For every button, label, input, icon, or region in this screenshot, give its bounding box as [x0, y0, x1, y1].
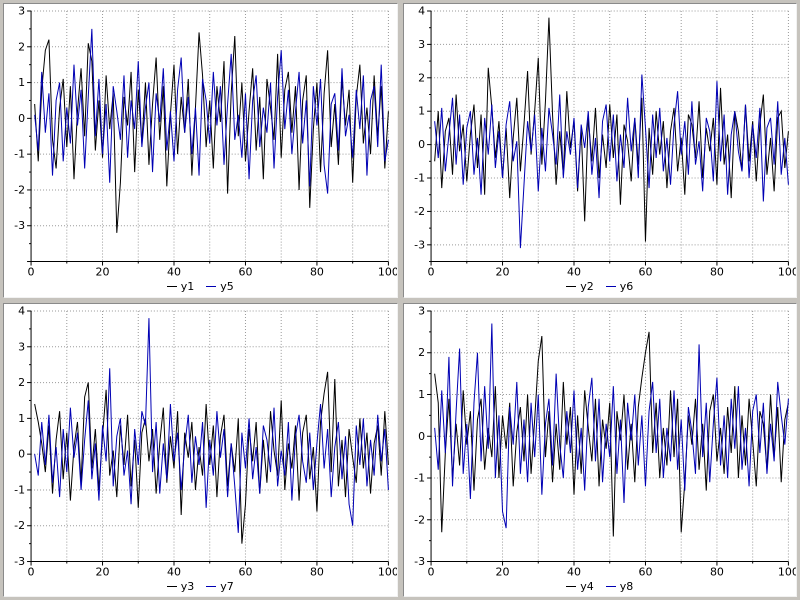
- svg-text:3: 3: [418, 38, 425, 51]
- svg-text:100: 100: [378, 266, 397, 279]
- chart-panel-top-right: 0 20 40 60 80 100 4 3 2 1 0 -1 -2 -3 y2 y6: [402, 3, 797, 298]
- svg-text:2: 2: [418, 346, 425, 359]
- svg-text:80: 80: [709, 266, 723, 279]
- line-chart-y2-y6: 0 20 40 60 80 100 4 3 2 1 0 -1 -2 -3: [414, 4, 796, 279]
- legend-entry: y3: [166, 579, 195, 593]
- svg-text:80: 80: [709, 565, 723, 578]
- legend-line-icon: [206, 585, 217, 587]
- svg-text:20: 20: [96, 565, 110, 578]
- svg-text:-2: -2: [14, 183, 25, 196]
- svg-text:2: 2: [18, 40, 25, 53]
- svg-text:3: 3: [418, 304, 425, 317]
- svg-text:0: 0: [28, 266, 35, 279]
- svg-text:60: 60: [638, 266, 652, 279]
- svg-text:60: 60: [638, 565, 652, 578]
- svg-text:100: 100: [777, 266, 796, 279]
- legend-line-icon: [166, 286, 177, 287]
- svg-text:0: 0: [427, 266, 434, 279]
- plot-area: 0 20 40 60 80 100 3 2 1 0 -1 -2 -3: [4, 4, 397, 279]
- chart-legend: y2 y6: [404, 279, 797, 297]
- svg-text:1: 1: [418, 105, 425, 118]
- svg-text:3: 3: [18, 4, 25, 17]
- svg-text:60: 60: [238, 266, 252, 279]
- legend-label: y5: [220, 280, 234, 293]
- svg-text:-1: -1: [414, 172, 425, 185]
- svg-text:100: 100: [378, 565, 397, 578]
- svg-text:-3: -3: [414, 555, 425, 568]
- svg-text:0: 0: [18, 112, 25, 125]
- legend-line-icon: [206, 286, 217, 287]
- svg-text:2: 2: [18, 376, 25, 389]
- svg-text:0: 0: [18, 447, 25, 460]
- svg-text:0: 0: [28, 565, 35, 578]
- svg-text:20: 20: [96, 266, 110, 279]
- svg-text:4: 4: [418, 4, 425, 17]
- legend-entry: y6: [605, 280, 634, 293]
- svg-text:40: 40: [567, 565, 581, 578]
- plot-area: 0 20 40 60 80 100 4 3 2 1 0 -1 -2 -3: [404, 4, 796, 279]
- svg-text:3: 3: [18, 340, 25, 353]
- legend-line-icon: [166, 585, 177, 587]
- legend-label: y8: [619, 579, 634, 593]
- svg-text:0: 0: [418, 429, 425, 442]
- svg-text:-2: -2: [414, 513, 425, 526]
- legend-label: y2: [580, 280, 594, 293]
- legend-entry: y4: [566, 580, 594, 593]
- legend-entry: y8: [605, 579, 634, 593]
- svg-text:20: 20: [495, 266, 509, 279]
- svg-text:80: 80: [310, 565, 324, 578]
- svg-text:1: 1: [18, 411, 25, 424]
- legend-line-icon: [605, 585, 616, 587]
- svg-text:-1: -1: [14, 483, 25, 496]
- svg-text:-1: -1: [414, 471, 425, 484]
- svg-text:-3: -3: [414, 238, 425, 251]
- chart-legend: y4 y8: [404, 578, 797, 596]
- svg-text:1: 1: [418, 387, 425, 400]
- legend-line-icon: [605, 286, 616, 287]
- chart-panel-bottom-right: 0 20 40 60 80 100 3 2 1 0 -1 -2 -3 y4 y8: [402, 302, 797, 597]
- plot-area: 0 20 40 60 80 100 4 3 2 1 0 -1 -2 -3: [4, 304, 397, 578]
- legend-entry: y7: [206, 580, 234, 593]
- svg-text:-2: -2: [14, 519, 25, 532]
- plot-area: 0 20 40 60 80 100 3 2 1 0 -1 -2 -3: [404, 304, 796, 578]
- legend-label: y7: [220, 579, 234, 593]
- svg-text:4: 4: [18, 304, 25, 317]
- svg-text:0: 0: [427, 565, 434, 578]
- legend-line-icon: [566, 585, 577, 587]
- svg-text:40: 40: [567, 266, 581, 279]
- legend-entry: y1: [166, 280, 195, 293]
- svg-text:100: 100: [777, 565, 796, 578]
- svg-text:-3: -3: [14, 219, 25, 232]
- line-chart-y4-y8: 0 20 40 60 80 100 3 2 1 0 -1 -2 -3: [414, 304, 796, 578]
- chart-legend: y1 y5: [4, 279, 397, 297]
- legend-label: y3: [180, 579, 195, 593]
- svg-text:2: 2: [418, 71, 425, 84]
- legend-label: y6: [619, 280, 634, 293]
- svg-text:1: 1: [18, 76, 25, 89]
- svg-text:-2: -2: [414, 205, 425, 218]
- svg-text:60: 60: [238, 565, 252, 578]
- svg-text:20: 20: [495, 565, 509, 578]
- chart-panel-bottom-left: 0 20 40 60 80 100 4 3 2 1 0 -1 -2 -3 y3 y7: [3, 302, 398, 597]
- svg-text:40: 40: [167, 266, 181, 279]
- line-chart-y1-y5: 0 20 40 60 80 100 3 2 1 0 -1 -2 -3: [14, 4, 397, 279]
- legend-entry: y2: [566, 280, 594, 293]
- legend-label: y1: [180, 280, 195, 293]
- legend-entry: y5: [206, 280, 234, 293]
- svg-text:0: 0: [418, 138, 425, 151]
- svg-text:80: 80: [310, 266, 324, 279]
- svg-text:-1: -1: [14, 148, 25, 161]
- svg-text:40: 40: [167, 565, 181, 578]
- svg-text:-3: -3: [14, 555, 25, 568]
- legend-line-icon: [566, 286, 577, 287]
- chart-legend: y3 y7: [4, 578, 397, 596]
- chart-panel-top-left: 0 20 40 60 80 100 3 2 1 0 -1 -2 -3 y1 y5: [3, 3, 398, 298]
- line-chart-y3-y7: 0 20 40 60 80 100 4 3 2 1 0 -1 -2 -3: [14, 304, 397, 578]
- legend-label: y4: [580, 579, 594, 593]
